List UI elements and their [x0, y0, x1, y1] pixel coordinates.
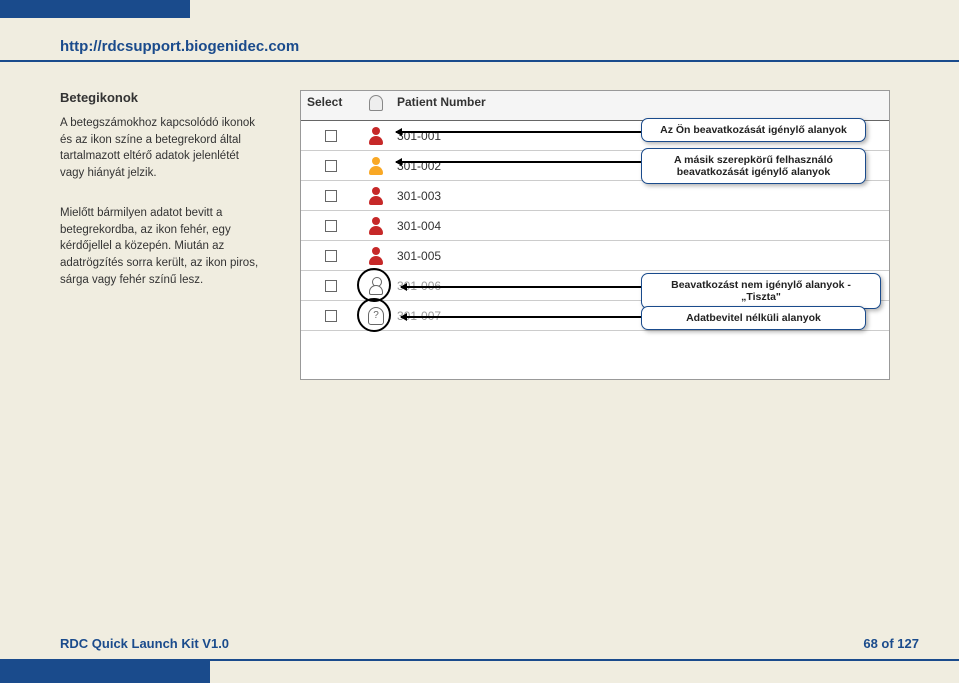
- row-select-cell: [301, 250, 361, 262]
- person-icon-red: [368, 217, 384, 235]
- person-icon-yellow: [368, 157, 384, 175]
- header-rule: [0, 60, 959, 62]
- row-select-cell: [301, 310, 361, 322]
- top-accent-block: [0, 0, 190, 18]
- paragraph-1: A betegszámokhoz kapcsolódó ikonok és az…: [60, 115, 260, 182]
- row-select-cell: [301, 280, 361, 292]
- footer-title: RDC Quick Launch Kit V1.0: [60, 636, 229, 651]
- checkbox[interactable]: [325, 130, 337, 142]
- arrow-line: [396, 131, 641, 133]
- row-icon-cell: [361, 187, 391, 205]
- row-icon-cell: ?: [361, 307, 391, 325]
- patient-number[interactable]: 301-004: [391, 219, 521, 233]
- screenshot-panel: Select Patient Number 301-001 301-002 30…: [300, 90, 890, 380]
- annotation-circle: [357, 298, 391, 332]
- person-outline-icon: [369, 95, 383, 111]
- col-header-icon: [361, 91, 391, 120]
- row-select-cell: [301, 190, 361, 202]
- checkbox[interactable]: [325, 190, 337, 202]
- header-url: http://rdcsupport.biogenidec.com: [60, 38, 299, 55]
- row-icon-cell: [361, 127, 391, 145]
- person-icon-red: [368, 247, 384, 265]
- checkbox[interactable]: [325, 310, 337, 322]
- row-icon-cell: [361, 247, 391, 265]
- patient-number[interactable]: 301-005: [391, 249, 521, 263]
- footer-accent-block: [0, 661, 210, 683]
- arrow-line: [401, 286, 641, 288]
- person-icon-red: [368, 187, 384, 205]
- arrow-line: [401, 316, 641, 318]
- checkbox[interactable]: [325, 280, 337, 292]
- row-icon-cell: [361, 157, 391, 175]
- arrow-line: [396, 161, 641, 163]
- table-row: 301-003: [301, 181, 889, 211]
- checkbox[interactable]: [325, 220, 337, 232]
- table-row: 301-005: [301, 241, 889, 271]
- row-icon-cell: [361, 217, 391, 235]
- row-select-cell: [301, 130, 361, 142]
- callout-white: Beavatkozást nem igénylő alanyok - „Tisz…: [641, 273, 881, 309]
- patient-number[interactable]: 301-003: [391, 189, 521, 203]
- callout-red: Az Ön beavatkozását igénylő alanyok: [641, 118, 866, 142]
- page-number: 68 of 127: [863, 636, 919, 651]
- table-header-row: Select Patient Number: [301, 91, 889, 121]
- paragraph-2: Mielőtt bármilyen adatot bevitt a betegr…: [60, 205, 260, 288]
- annotation-circle: [357, 268, 391, 302]
- section-title: Betegikonok: [60, 90, 138, 105]
- callout-yellow: A másik szerepkörű felhasználó beavatkoz…: [641, 148, 866, 184]
- person-icon-red: [368, 127, 384, 145]
- checkbox[interactable]: [325, 250, 337, 262]
- checkbox[interactable]: [325, 160, 337, 172]
- col-header-patient: Patient Number: [391, 91, 521, 120]
- row-icon-cell: [361, 277, 391, 295]
- row-select-cell: [301, 220, 361, 232]
- table-row: 301-004: [301, 211, 889, 241]
- callout-question: Adatbevitel nélküli alanyok: [641, 306, 866, 330]
- row-select-cell: [301, 160, 361, 172]
- col-header-select: Select: [301, 91, 361, 120]
